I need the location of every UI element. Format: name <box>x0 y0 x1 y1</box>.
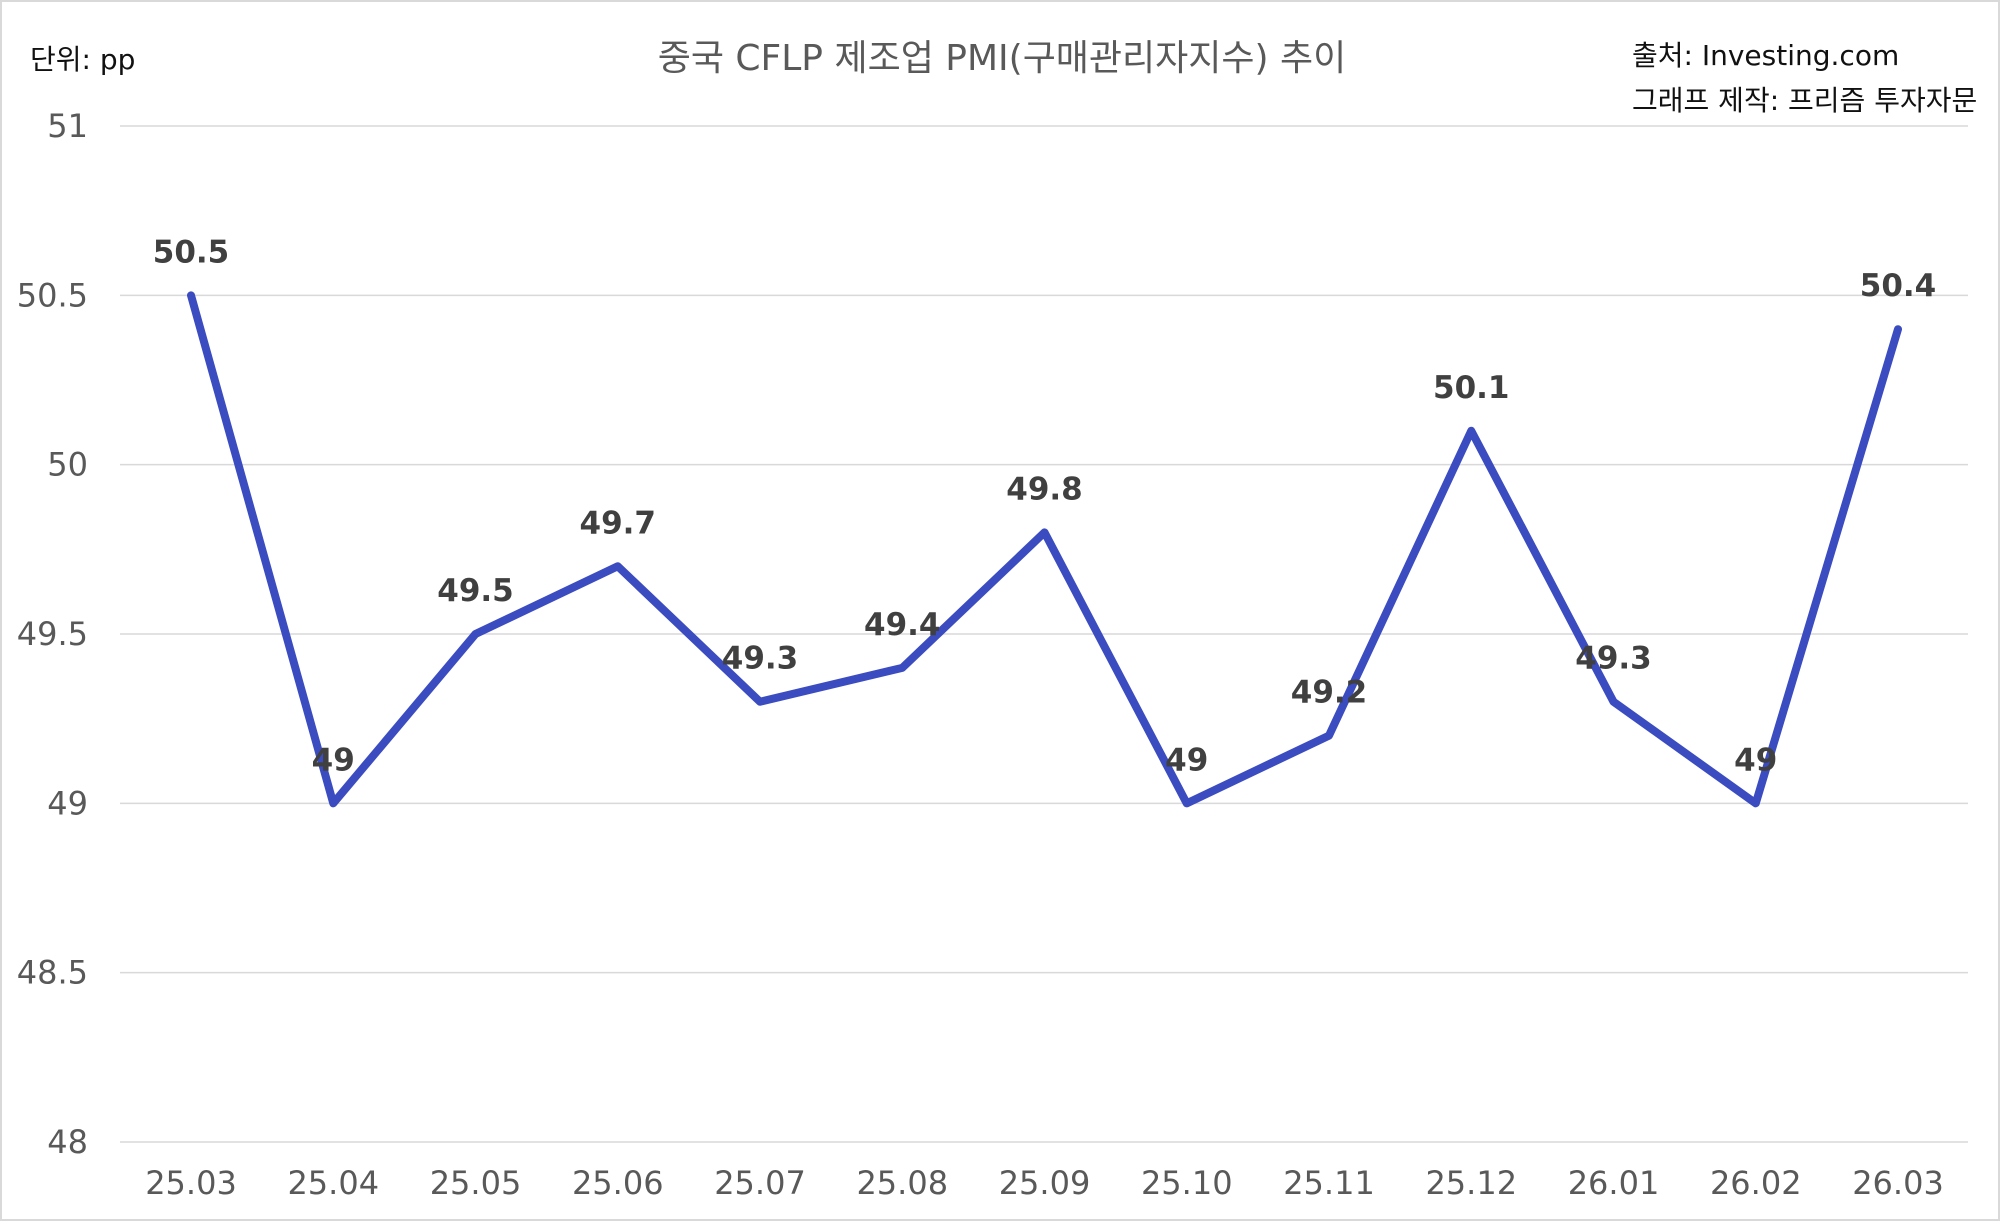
x-tick-label: 25.03 <box>145 1164 237 1202</box>
x-tick-label: 25.09 <box>999 1164 1091 1202</box>
data-label: 49.5 <box>437 573 514 609</box>
data-label-layer: 50.5 49 49.5 49.7 49.3 49.4 49.8 49 49.2 50.1 49.3… <box>153 234 1937 778</box>
y-tick-label: 48 <box>47 1123 88 1161</box>
y-tick-label: 50.5 <box>17 276 88 314</box>
unit-label: 단위: pp <box>30 43 135 76</box>
x-tick-label: 25.10 <box>1141 1164 1233 1202</box>
y-axis-ticks: 48 48.5 49 49.5 50 50.5 51 <box>17 107 88 1161</box>
x-axis-ticks: 25.03 25.04 25.05 25.06 25.07 25.08 25.09 25.10… <box>145 1164 1944 1202</box>
chart-title: 중국 CFLP 제조업 PMI(구매관리자지수) 추이 <box>658 38 1347 79</box>
data-label: 49 <box>312 742 355 778</box>
data-label: 50.1 <box>1433 370 1510 406</box>
x-tick-label: 26.03 <box>1852 1164 1944 1202</box>
x-tick-label: 25.11 <box>1283 1164 1375 1202</box>
data-label: 49.2 <box>1291 675 1368 711</box>
x-tick-label: 25.08 <box>856 1164 948 1202</box>
source-label: 출처: Investing.com <box>1632 39 1899 72</box>
x-tick-label: 25.07 <box>714 1164 806 1202</box>
data-label: 50.5 <box>153 234 230 270</box>
data-label: 49.3 <box>1575 641 1652 677</box>
x-tick-label: 25.06 <box>572 1164 664 1202</box>
data-label: 49.8 <box>1006 471 1083 507</box>
gridlines <box>120 125 1968 1143</box>
series-line <box>187 291 1902 808</box>
x-tick-label: 25.05 <box>430 1164 522 1202</box>
data-label: 49 <box>1165 742 1208 778</box>
series-line-layer <box>187 291 1902 808</box>
data-label: 49.7 <box>580 505 657 541</box>
x-tick-label: 25.04 <box>287 1164 379 1202</box>
y-tick-label: 50 <box>47 446 88 484</box>
y-tick-label: 49 <box>47 784 88 822</box>
y-tick-label: 48.5 <box>17 954 88 992</box>
credit-label: 그래프 제작: 프리즘 투자자문 <box>1632 84 1977 117</box>
y-tick-label: 49.5 <box>17 615 88 653</box>
y-tick-label: 51 <box>47 107 88 145</box>
data-label: 49.3 <box>722 641 799 677</box>
data-label: 49 <box>1734 742 1777 778</box>
data-label: 50.4 <box>1860 268 1937 304</box>
data-label: 49.4 <box>864 607 941 643</box>
x-tick-label: 26.01 <box>1568 1164 1660 1202</box>
x-tick-label: 26.02 <box>1710 1164 1802 1202</box>
x-tick-label: 25.12 <box>1425 1164 1517 1202</box>
